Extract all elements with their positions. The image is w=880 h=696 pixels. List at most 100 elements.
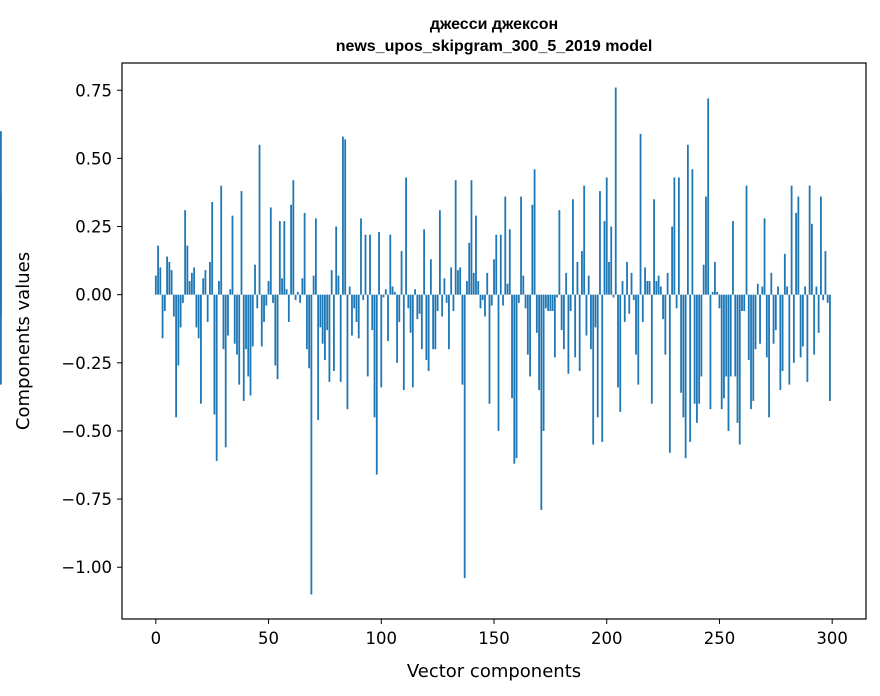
bar-30 [222, 294, 225, 350]
x-tick-label-300: 300 [816, 629, 848, 648]
y-tick-label-2: 0.25 [75, 218, 112, 237]
bar-154 [502, 294, 504, 306]
bar-205 [617, 294, 619, 388]
bar-35 [233, 294, 236, 344]
bar-188 [578, 294, 581, 371]
bar-143 [477, 281, 480, 295]
bar-121 [427, 294, 430, 371]
x-tick-label-150: 150 [478, 629, 510, 648]
bar-211 [630, 272, 633, 295]
bar-6 [168, 261, 171, 295]
bar-265 [752, 294, 755, 401]
bar-223 [657, 275, 660, 295]
bar-203 [612, 294, 615, 298]
bar-82 [339, 294, 342, 382]
bar-291 [810, 223, 813, 295]
bar-239 [693, 294, 696, 404]
bar-9 [175, 294, 178, 418]
bar-15 [188, 281, 191, 295]
bar-55 [278, 221, 281, 295]
bar-41 [247, 294, 250, 377]
bar-293 [815, 286, 818, 295]
bar-277 [779, 294, 782, 391]
bar-25 [211, 202, 214, 295]
bar-248 [714, 261, 716, 295]
bar-32 [227, 294, 229, 336]
bar-163 [522, 275, 525, 295]
bar-232 [677, 177, 680, 295]
bar-231 [675, 294, 678, 309]
bar-196 [596, 294, 599, 418]
bar-59 [287, 294, 290, 322]
bar-13 [184, 210, 187, 295]
bar-151 [495, 234, 498, 295]
bar-220 [650, 294, 653, 404]
bar-142 [475, 215, 477, 295]
bar-130 [448, 294, 450, 350]
bar-257 [734, 294, 737, 377]
bar-200 [605, 177, 608, 295]
bar-182 [565, 272, 568, 295]
x-tick-label-250: 250 [704, 629, 736, 648]
bar-21 [202, 278, 205, 295]
bar-162 [520, 196, 522, 295]
bar-2 [159, 267, 162, 295]
bar-5 [166, 256, 168, 295]
y-tick-label-7: −1.00 [61, 558, 112, 577]
bar-229 [671, 226, 674, 295]
bar-278 [781, 294, 784, 371]
bar-75 [324, 294, 326, 361]
bar-174 [547, 294, 550, 312]
bar-122 [429, 259, 432, 295]
bar-92 [362, 294, 365, 301]
bar-49 [265, 294, 268, 306]
bar-99 [378, 231, 380, 295]
bar-251 [720, 294, 723, 410]
bar-111 [405, 177, 407, 295]
y-tick-label-1: 0.50 [75, 149, 112, 168]
bar-76 [326, 294, 329, 331]
bar-169 [535, 294, 538, 333]
bar-112 [407, 294, 410, 309]
bar-215 [639, 133, 642, 295]
bar-224 [659, 286, 662, 295]
bar-undefined [0, 245, 2, 295]
bar-124 [434, 294, 437, 350]
bar-48 [263, 294, 265, 322]
bar-118 [420, 294, 423, 350]
bar-210 [628, 294, 631, 314]
bar-84 [344, 139, 347, 295]
bar-164 [524, 294, 527, 309]
bar-237 [689, 294, 692, 442]
bar-38 [240, 191, 243, 295]
bar-110 [402, 294, 405, 391]
bar-282 [790, 185, 793, 295]
bar-132 [452, 294, 455, 312]
bar-62 [294, 294, 297, 301]
bar-156 [506, 283, 509, 295]
bar-86 [348, 286, 351, 295]
y-tick-label-5: −0.50 [61, 422, 112, 441]
bar-50 [267, 281, 270, 295]
bar-127 [441, 294, 444, 317]
bar-71 [314, 218, 317, 295]
bar-255 [729, 294, 732, 377]
bar-271 [765, 294, 768, 358]
bar-138 [466, 281, 468, 295]
bar-217 [644, 267, 646, 295]
bar-294 [817, 294, 820, 333]
bar-273 [770, 272, 773, 295]
bar-8 [172, 294, 175, 317]
bar-104 [389, 234, 392, 295]
bar-79 [333, 294, 335, 371]
bar-226 [664, 294, 667, 355]
bar-144 [479, 294, 482, 309]
bar-155 [504, 196, 507, 295]
bar-125 [436, 294, 439, 312]
bar-72 [317, 294, 320, 421]
bar-120 [425, 294, 428, 361]
bar-80 [335, 226, 338, 295]
y-tick-label-0: 0.75 [75, 81, 112, 100]
bar-263 [747, 294, 750, 361]
